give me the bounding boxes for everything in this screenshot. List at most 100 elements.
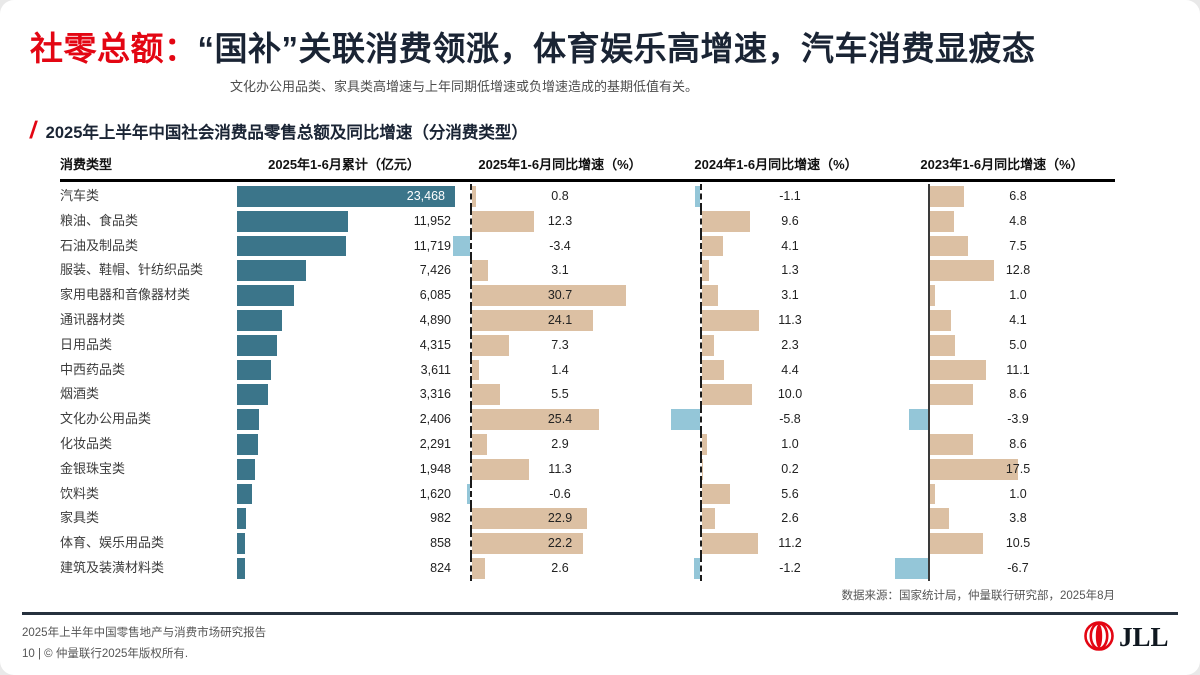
growth-bar bbox=[472, 260, 488, 282]
growth-column-2023: 5.0 bbox=[928, 332, 1115, 358]
growth-bar bbox=[930, 458, 1018, 480]
category-label: 金银珠宝类 bbox=[60, 460, 126, 476]
growth-bar bbox=[930, 235, 968, 257]
growth-bar bbox=[702, 260, 709, 282]
growth-column-2023: 6.8 bbox=[928, 183, 1115, 209]
growth-bar bbox=[472, 285, 626, 306]
growth-column-2024: 5.6 bbox=[700, 481, 928, 507]
total-value: 3,316 bbox=[419, 387, 451, 402]
growth-value: 2.3 bbox=[781, 337, 799, 352]
growth-column-2024: 11.2 bbox=[700, 531, 928, 556]
growth-column-2025: 12.3 bbox=[470, 208, 700, 234]
table-row: 家具类 982 22.9 2.6 3.8 bbox=[60, 506, 1115, 532]
growth-bar bbox=[702, 508, 715, 530]
growth-column-2024: 0.2 bbox=[700, 456, 928, 482]
total-bar bbox=[237, 260, 306, 282]
growth-column-2025: 22.2 bbox=[470, 531, 700, 556]
growth-bar bbox=[702, 210, 750, 232]
growth-value: 6.8 bbox=[1009, 188, 1027, 203]
page-title: 社零总额：“国补”关联消费领涨，体育娱乐高增速，汽车消费显疲态 bbox=[30, 30, 1170, 68]
growth-column-2023: 4.8 bbox=[928, 208, 1115, 234]
growth-column-2023: 8.6 bbox=[928, 431, 1115, 457]
growth-column-2023: 1.0 bbox=[928, 283, 1115, 308]
total-value: 11,719 bbox=[413, 238, 451, 253]
growth-column-2024: -1.2 bbox=[694, 555, 928, 581]
category-label: 文化办公用品类 bbox=[60, 411, 152, 427]
jll-logo: JLL bbox=[1082, 618, 1174, 659]
col-header-total-2025: 2025年1-6月累计（亿元） bbox=[268, 156, 420, 172]
growth-bar bbox=[472, 409, 599, 430]
growth-column-2024: 4.1 bbox=[700, 233, 928, 259]
growth-value: 5.5 bbox=[551, 387, 569, 402]
growth-bar bbox=[671, 409, 700, 430]
growth-column-2024: 3.1 bbox=[700, 283, 928, 308]
total-value: 858 bbox=[430, 536, 451, 551]
growth-value: 8.6 bbox=[1009, 436, 1027, 451]
growth-column-2025: 24.1 bbox=[470, 307, 700, 333]
growth-bar bbox=[472, 309, 593, 331]
growth-column-2025: 2.6 bbox=[470, 555, 700, 581]
growth-column-2025: 5.5 bbox=[470, 382, 700, 408]
growth-bar bbox=[702, 433, 707, 455]
total-bar bbox=[237, 359, 271, 381]
growth-value: 7.3 bbox=[551, 337, 569, 352]
growth-column-2025: 2.9 bbox=[470, 431, 700, 457]
growth-bar bbox=[467, 483, 470, 505]
category-label: 石油及制品类 bbox=[60, 237, 139, 253]
growth-value: 3.1 bbox=[551, 263, 569, 278]
total-value: 3,611 bbox=[420, 362, 451, 377]
table-row: 通讯器材类 4,890 24.1 11.3 4.1 bbox=[60, 307, 1115, 333]
growth-value: 3.1 bbox=[781, 288, 799, 303]
table-row: 汽车类 23,468 0.8 -1.1 6.8 bbox=[60, 183, 1115, 209]
growth-value: -3.4 bbox=[549, 238, 571, 253]
table-row: 烟酒类 3,316 5.5 10.0 8.6 bbox=[60, 382, 1115, 408]
table-row: 粮油、食品类 11,952 12.3 9.6 4.8 bbox=[60, 208, 1115, 234]
growth-value: -1.2 bbox=[779, 560, 801, 575]
growth-value: 22.2 bbox=[547, 536, 573, 551]
growth-value: 30.7 bbox=[547, 288, 573, 303]
red-slash-icon: / bbox=[28, 116, 39, 144]
col-header-category: 消费类型 bbox=[60, 156, 113, 172]
footer-copyright: 10 | © 仲量联行2025年版权所有. bbox=[22, 648, 189, 660]
growth-value: 5.6 bbox=[781, 486, 799, 501]
chart-title-text: 2025年上半年中国社会消费品零售总额及同比增速（分消费类型） bbox=[45, 123, 528, 142]
category-label: 化妆品类 bbox=[60, 435, 113, 451]
growth-value: 5.0 bbox=[1009, 337, 1027, 352]
growth-bar bbox=[472, 210, 534, 232]
category-label: 家用电器和音像器材类 bbox=[60, 287, 191, 303]
total-value: 4,890 bbox=[419, 312, 451, 327]
category-label: 中西药品类 bbox=[60, 361, 126, 377]
total-bar bbox=[237, 483, 253, 505]
growth-value: 10.5 bbox=[1005, 536, 1031, 551]
growth-value: 12.3 bbox=[547, 213, 573, 228]
growth-value: 24.1 bbox=[547, 312, 573, 327]
total-bar bbox=[237, 235, 346, 257]
growth-column-2023: 7.5 bbox=[928, 233, 1115, 259]
col-header-growth-2023: 2023年1-6月同比增速（%） bbox=[920, 156, 1084, 172]
total-value: 6,085 bbox=[419, 288, 451, 303]
table-row: 建筑及装潢材料类 824 2.6 -1.2 -6.7 bbox=[60, 555, 1115, 581]
growth-bar bbox=[472, 458, 529, 480]
growth-bar bbox=[930, 359, 986, 381]
growth-value: 11.3 bbox=[778, 312, 802, 327]
growth-value: 4.1 bbox=[781, 238, 799, 253]
growth-bar bbox=[908, 409, 928, 430]
total-bar bbox=[237, 210, 349, 232]
table-row: 体育、娱乐用品类 858 22.2 11.2 10.5 bbox=[60, 531, 1115, 556]
growth-bar bbox=[694, 557, 700, 579]
page-title-main: “国补”关联消费领涨，体育娱乐高增速，汽车消费显疲态 bbox=[197, 30, 1036, 67]
growth-column-2024: 1.0 bbox=[700, 431, 928, 457]
category-label: 烟酒类 bbox=[60, 386, 100, 402]
growth-column-2024: 2.3 bbox=[700, 332, 928, 358]
growth-column-2023: 11.1 bbox=[928, 357, 1115, 383]
chart-title: / 2025年上半年中国社会消费品零售总额及同比增速（分消费类型） bbox=[28, 116, 1200, 144]
growth-value: 8.6 bbox=[1009, 387, 1027, 402]
total-bar bbox=[237, 508, 247, 530]
category-label: 建筑及装潢材料类 bbox=[60, 559, 165, 575]
growth-column-2025: 22.9 bbox=[470, 506, 700, 532]
growth-bar bbox=[472, 433, 487, 455]
table-row: 文化办公用品类 2,406 25.4 -5.8 -3.9 bbox=[60, 407, 1115, 432]
total-value: 4,315 bbox=[419, 337, 451, 352]
growth-value: 11.1 bbox=[1006, 362, 1030, 377]
growth-column-2025: 1.4 bbox=[470, 357, 700, 383]
